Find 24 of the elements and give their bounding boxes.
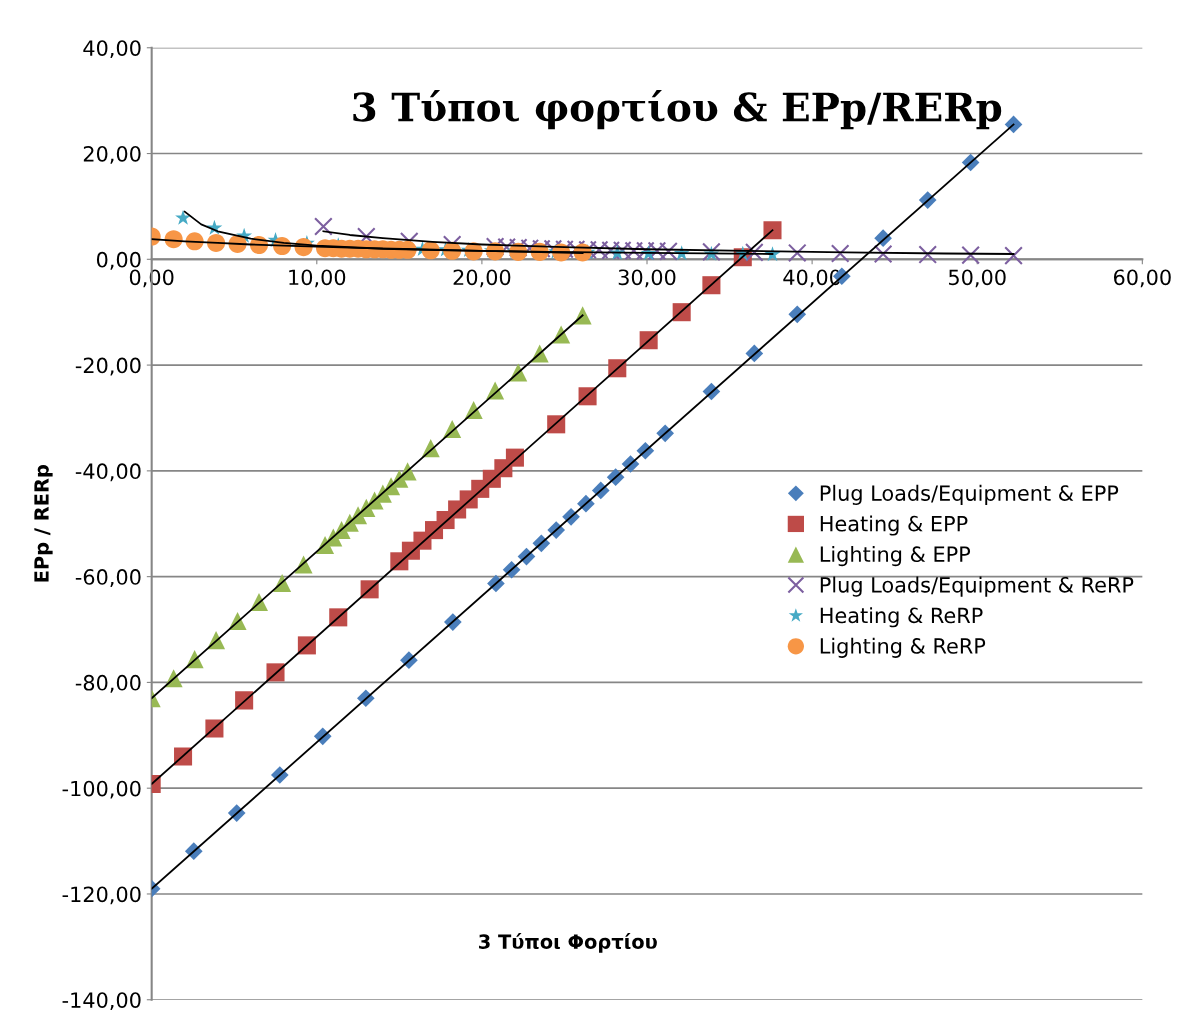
x-tick-label: 50,00 [949,269,1006,288]
legend-label: Lighting & EPP [820,545,971,567]
legend-label: Heating & EPP [820,515,968,536]
y-tick-label: -120,00 [62,886,141,905]
x-axis-title: 3 Τύποι Φορτίου [479,933,657,953]
y-tick-label: -20,00 [75,357,141,376]
text: 3 Τύποι φορτίου & EPp/RERp [353,90,1002,130]
legend-label: Plug Loads/Equipment & EPP [820,484,1119,505]
x-tick-label: 60,00 [1113,269,1171,288]
y-axis-title: EPp / RERp [34,465,53,582]
y-tick-label: -100,00 [62,780,141,799]
y-tick-label: -80,00 [75,674,141,693]
x-tick-label: 30,00 [618,269,676,288]
x-tick-label: 20,00 [453,269,511,288]
y-tick-label: -60,00 [75,569,141,587]
y-tick-label: 40,00 [83,40,141,59]
y-tick-label: 0,00 [96,251,141,270]
y-tick-label: -140,00 [62,992,141,1011]
y-tick-label: 20,00 [83,145,141,164]
legend-label: Heating & ReRP [820,607,983,628]
legend-label: Plug Loads/Equipment & ReRP [820,576,1134,597]
legend-label: Lighting & ReRP [820,637,986,658]
x-tick-label: 10,00 [289,269,346,288]
y-tick-label: -40,00 [75,463,141,482]
